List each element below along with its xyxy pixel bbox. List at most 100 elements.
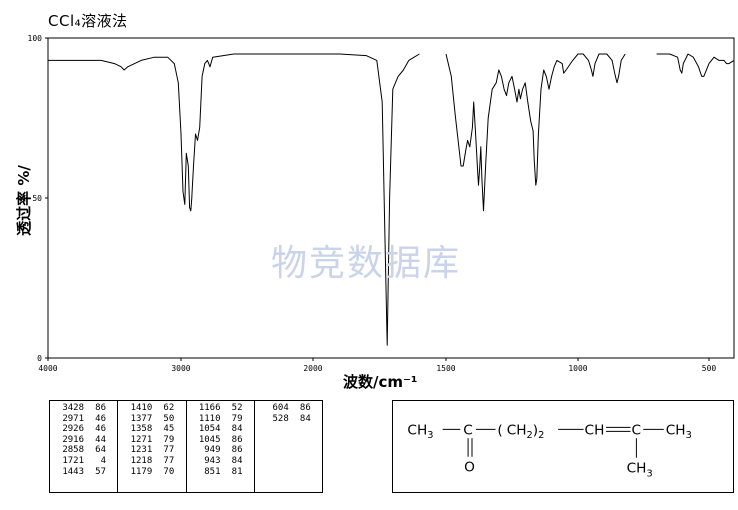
peak-wavenumber: 528 bbox=[272, 413, 289, 424]
peak-transmittance: 86 bbox=[95, 403, 106, 413]
peak-row: 1045 86 bbox=[187, 435, 254, 446]
peak-wavenumber: 1377 bbox=[130, 413, 153, 424]
peak-wavenumber: 2916 bbox=[62, 434, 84, 445]
peak-transmittance: 46 bbox=[95, 424, 106, 435]
peak-transmittance: 86 bbox=[231, 445, 243, 456]
peak-transmittance: 86 bbox=[231, 434, 243, 445]
peak-row: 1179 70 bbox=[118, 467, 185, 478]
peak-row: 1110 79 bbox=[187, 414, 254, 425]
oxygen-label: O bbox=[464, 459, 475, 475]
peak-row: 1358 45 bbox=[118, 424, 185, 435]
ch3-down-label: CH3 bbox=[627, 460, 653, 479]
x-tick-label: 1000 bbox=[568, 364, 587, 373]
spectrum-line-segment bbox=[48, 53, 420, 346]
peak-transmittance: 50 bbox=[163, 413, 175, 424]
peak-table-column: 1410 62 1377 50 1358 45 1271 79 1231 77 1218 77 1179… bbox=[118, 401, 187, 492]
peak-transmittance: 84 bbox=[299, 413, 311, 424]
peak-row: 1218 77 bbox=[118, 456, 185, 467]
peak-row: 1721 4 bbox=[50, 456, 117, 467]
peak-row: 1410 62 bbox=[118, 403, 185, 414]
peak-transmittance: 79 bbox=[231, 413, 243, 424]
y-tick-label: 50 bbox=[32, 194, 42, 203]
peak-wavenumber: 1410 bbox=[130, 403, 153, 413]
peak-wavenumber: 1721 bbox=[62, 455, 84, 466]
peak-row: 851 81 bbox=[187, 467, 254, 478]
peak-wavenumber: 604 bbox=[272, 403, 289, 413]
peak-wavenumber: 2926 bbox=[62, 424, 84, 435]
ch3-left-label: CH3 bbox=[407, 422, 433, 441]
peak-transmittance: 84 bbox=[231, 455, 243, 466]
peak-row: 2858 64 bbox=[50, 445, 117, 456]
x-axis-label: 波数/cm⁻¹ bbox=[343, 373, 418, 391]
peak-row: 949 86 bbox=[187, 445, 254, 456]
peak-transmittance: 77 bbox=[163, 445, 175, 456]
peak-row: 1271 79 bbox=[118, 435, 185, 446]
peak-wavenumber: 2971 bbox=[62, 413, 84, 424]
peak-row: 943 84 bbox=[187, 456, 254, 467]
peak-transmittance: 57 bbox=[95, 466, 106, 477]
peak-transmittance: 84 bbox=[231, 424, 243, 435]
peak-row: 3428 86 bbox=[50, 403, 117, 414]
peak-table: 3428 86 2971 46 2926 46 2916 44 2858 64 1721 4 1443 5… bbox=[49, 400, 323, 493]
y-tick-label: 100 bbox=[28, 34, 43, 43]
peak-table-column: 604 86 528 84 bbox=[255, 401, 322, 492]
peak-transmittance: 70 bbox=[163, 466, 175, 477]
peak-wavenumber: 851 bbox=[204, 466, 221, 477]
y-axis-ticks: 0 50 100 bbox=[28, 34, 48, 363]
peak-row: 604 86 bbox=[255, 403, 322, 414]
spectrum-series bbox=[48, 53, 735, 346]
peak-row: 1166 52 bbox=[187, 403, 254, 414]
peak-row: 2916 44 bbox=[50, 435, 117, 446]
peak-transmittance: 81 bbox=[231, 466, 243, 477]
peak-row: 1231 77 bbox=[118, 445, 185, 456]
peak-transmittance: 45 bbox=[163, 424, 175, 435]
peak-row: 528 84 bbox=[255, 414, 322, 425]
peak-row: 2971 46 bbox=[50, 414, 117, 425]
peak-row: 1377 50 bbox=[118, 414, 185, 425]
carbonyl-c-label: C bbox=[463, 422, 473, 438]
y-tick-label: 0 bbox=[37, 354, 42, 363]
peak-row: 2926 46 bbox=[50, 424, 117, 435]
peak-wavenumber: 1045 bbox=[198, 434, 221, 445]
peak-wavenumber: 1054 bbox=[198, 424, 221, 435]
ch-label: CH bbox=[585, 422, 605, 438]
peak-wavenumber: 1218 bbox=[130, 455, 153, 466]
peak-row: 1054 84 bbox=[187, 424, 254, 435]
alkene-c-label: C bbox=[631, 422, 641, 438]
peak-table-column: 3428 86 2971 46 2926 46 2916 44 2858 64 1721 4 1443 5… bbox=[50, 401, 119, 492]
x-tick-label: 500 bbox=[702, 364, 717, 373]
peak-transmittance: 62 bbox=[163, 403, 175, 413]
x-tick-label: 1500 bbox=[436, 364, 455, 373]
chart-title: CCl₄溶液法 bbox=[48, 12, 128, 30]
ch3-right-label: CH3 bbox=[666, 422, 692, 441]
peak-wavenumber: 1271 bbox=[130, 434, 153, 445]
peak-wavenumber: 943 bbox=[204, 455, 221, 466]
peak-transmittance: 44 bbox=[95, 434, 106, 445]
peak-wavenumber: 1231 bbox=[130, 445, 153, 456]
peak-wavenumber: 3428 bbox=[62, 403, 84, 413]
x-tick-label: 2000 bbox=[303, 364, 322, 373]
x-axis-ticks: 4000 3000 2000 1500 1000 500 bbox=[38, 358, 716, 373]
y-axis-label: 透过率 %/ bbox=[14, 165, 33, 236]
peak-transmittance: 4 bbox=[100, 455, 106, 466]
peak-transmittance: 64 bbox=[95, 445, 106, 456]
peak-transmittance: 46 bbox=[95, 413, 106, 424]
ch2-group-label: (CH2)2 bbox=[497, 422, 544, 441]
peak-wavenumber: 1358 bbox=[130, 424, 153, 435]
molecular-structure: CH3 C O (CH2)2 CH C CH3 CH3 bbox=[392, 400, 734, 493]
spectrum-line-segment bbox=[656, 53, 735, 77]
plot-frame bbox=[47, 37, 735, 359]
peak-row: 1443 57 bbox=[50, 467, 117, 478]
peak-transmittance: 79 bbox=[163, 434, 175, 445]
peak-transmittance: 77 bbox=[163, 455, 175, 466]
x-tick-label: 4000 bbox=[38, 364, 57, 373]
watermark: 物竞数据库 bbox=[271, 243, 462, 284]
peak-wavenumber: 2858 bbox=[62, 445, 84, 456]
peak-transmittance: 52 bbox=[231, 403, 243, 413]
peak-wavenumber: 1166 bbox=[198, 403, 221, 413]
peak-transmittance: 86 bbox=[299, 403, 311, 413]
ir-spectrum-chart: 4000 3000 2000 1500 1000 500 0 50 100 bbox=[28, 34, 735, 373]
peak-wavenumber: 1179 bbox=[130, 466, 153, 477]
peak-wavenumber: 1110 bbox=[198, 413, 221, 424]
peak-wavenumber: 949 bbox=[204, 445, 221, 456]
